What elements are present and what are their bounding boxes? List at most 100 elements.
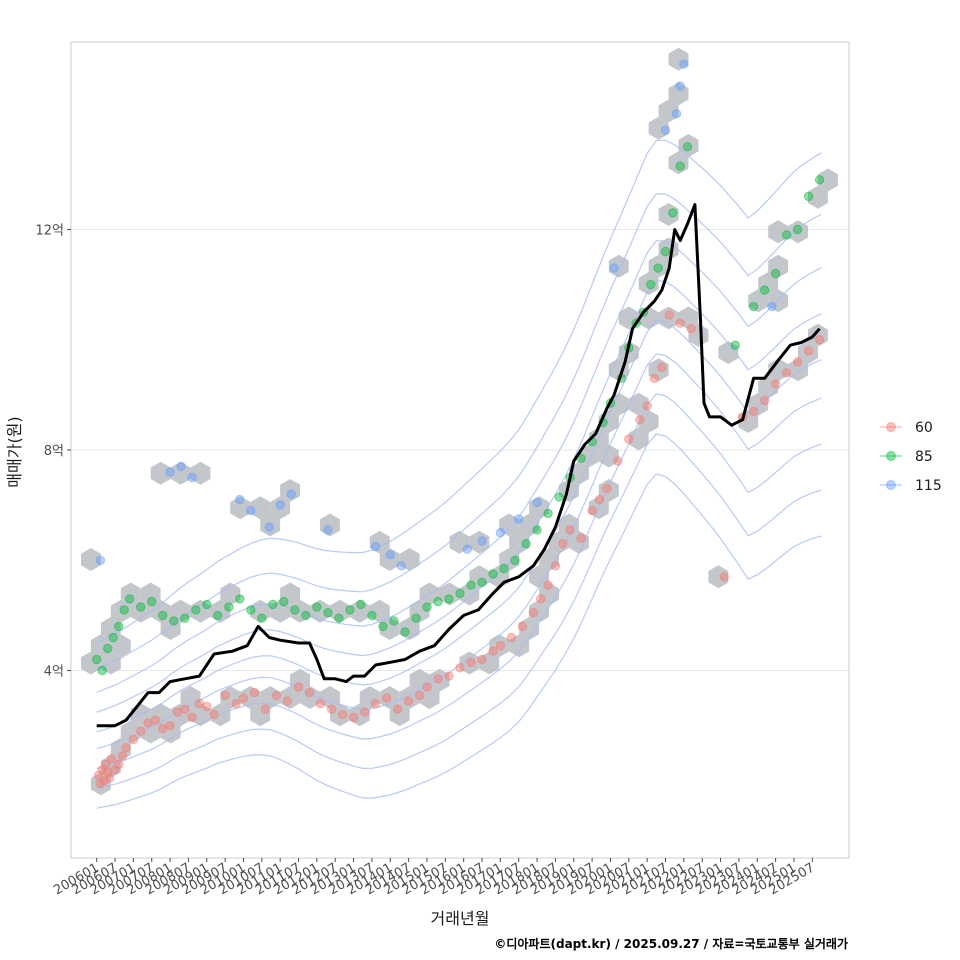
hexbin-cell bbox=[260, 513, 281, 537]
data-point-85 bbox=[488, 569, 498, 579]
data-point-115 bbox=[176, 461, 186, 472]
data-point-60 bbox=[576, 533, 586, 543]
data-point-60 bbox=[104, 773, 115, 783]
hexbin-cell bbox=[768, 254, 789, 278]
hexbin-cell bbox=[320, 513, 340, 537]
data-point-85 bbox=[125, 594, 135, 604]
data-point-115 bbox=[286, 489, 296, 499]
density-contour bbox=[96, 139, 822, 644]
y-axis-title: 매매가(원) bbox=[5, 416, 24, 487]
data-point-60 bbox=[686, 324, 696, 334]
hexbin-cell bbox=[668, 47, 689, 71]
legend-label-60: 60 bbox=[915, 420, 933, 436]
data-point-85 bbox=[301, 610, 311, 621]
data-point-85 bbox=[224, 602, 234, 612]
y-tick-label: 12억 bbox=[35, 223, 64, 238]
data-point-60 bbox=[759, 395, 770, 406]
data-point-85 bbox=[235, 594, 245, 604]
hexbin-cell bbox=[250, 703, 271, 727]
hexbin-cell bbox=[708, 565, 729, 589]
data-point-85 bbox=[213, 610, 223, 621]
data-point-115 bbox=[767, 301, 777, 312]
data-point-60 bbox=[238, 693, 249, 703]
data-point-85 bbox=[803, 191, 814, 202]
data-point-85 bbox=[356, 599, 366, 610]
hexbin-cell bbox=[409, 668, 430, 692]
data-point-85 bbox=[682, 142, 693, 152]
hexbin-cell bbox=[688, 323, 709, 347]
data-point-85 bbox=[147, 596, 157, 607]
data-point-85 bbox=[136, 602, 146, 612]
hexbin-cell bbox=[250, 496, 271, 520]
data-point-60 bbox=[528, 607, 539, 618]
data-point-115 bbox=[514, 514, 524, 524]
density-contour bbox=[96, 239, 822, 693]
data-point-60 bbox=[624, 434, 634, 444]
data-point-115 bbox=[385, 550, 395, 560]
data-point-85 bbox=[510, 555, 520, 565]
density-contour bbox=[96, 353, 822, 750]
hexbin-cell bbox=[758, 272, 779, 295]
data-point-115 bbox=[679, 59, 689, 69]
hexbin-cell bbox=[369, 599, 390, 623]
data-point-60 bbox=[770, 379, 781, 389]
data-point-85 bbox=[290, 605, 300, 615]
data-point-85 bbox=[257, 613, 267, 623]
trend-line-layer bbox=[96, 203, 821, 728]
data-point-60 bbox=[587, 505, 597, 516]
data-point-60 bbox=[433, 674, 443, 684]
data-point-60 bbox=[293, 682, 304, 692]
density-contour bbox=[96, 193, 822, 670]
data-point-85 bbox=[521, 539, 531, 549]
hexbin-cell bbox=[120, 720, 141, 744]
hexbin-cell bbox=[817, 168, 838, 192]
data-point-85 bbox=[323, 607, 333, 618]
y-tick-label: 8억 bbox=[44, 444, 64, 459]
data-point-60 bbox=[506, 632, 517, 643]
x-axis-ticks: 2006012006072007012007072008012008072009… bbox=[51, 858, 817, 898]
data-point-115 bbox=[671, 109, 682, 119]
data-point-60 bbox=[803, 346, 814, 356]
data-point-60 bbox=[495, 641, 506, 651]
data-point-85 bbox=[191, 605, 201, 615]
data-point-85 bbox=[108, 632, 118, 643]
scatter-points-layer bbox=[92, 59, 825, 789]
data-point-60 bbox=[649, 373, 660, 383]
hexbin-cell bbox=[110, 634, 131, 658]
data-point-60 bbox=[781, 368, 792, 378]
trend-line bbox=[96, 203, 821, 728]
data-point-85 bbox=[668, 208, 678, 218]
data-point-60 bbox=[792, 357, 803, 367]
data-point-85 bbox=[532, 525, 542, 535]
data-point-60 bbox=[359, 707, 370, 717]
data-point-60 bbox=[136, 726, 146, 736]
data-point-115 bbox=[95, 555, 106, 565]
data-point-60 bbox=[719, 572, 729, 582]
data-point-85 bbox=[759, 285, 770, 295]
hexbin-cell bbox=[499, 548, 520, 571]
hexbin-cell bbox=[150, 461, 171, 485]
data-point-60 bbox=[121, 743, 131, 753]
data-point-115 bbox=[396, 561, 406, 571]
data-point-60 bbox=[150, 715, 161, 725]
hexbin-cell bbox=[409, 599, 430, 623]
legend-key-point bbox=[886, 451, 896, 461]
data-point-85 bbox=[477, 577, 487, 587]
data-point-60 bbox=[466, 657, 476, 667]
data-point-85 bbox=[554, 492, 564, 502]
hexbin-cell bbox=[479, 651, 500, 675]
x-axis-title: 거래년월 bbox=[431, 909, 490, 928]
data-point-85 bbox=[378, 621, 388, 632]
y-tick-label: 4억 bbox=[44, 665, 64, 680]
data-point-85 bbox=[675, 161, 685, 171]
hexbin-cell bbox=[81, 548, 101, 571]
data-point-85 bbox=[97, 665, 107, 676]
data-point-60 bbox=[381, 693, 392, 703]
data-point-115 bbox=[462, 544, 472, 554]
hexbin-cell bbox=[270, 496, 291, 520]
data-point-85 bbox=[543, 508, 553, 519]
data-point-60 bbox=[337, 709, 348, 720]
data-point-115 bbox=[264, 522, 274, 532]
